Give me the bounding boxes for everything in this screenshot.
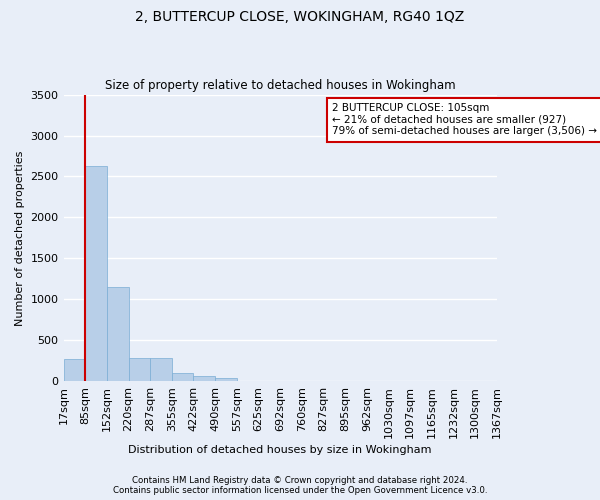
Y-axis label: Number of detached properties: Number of detached properties (15, 150, 25, 326)
Bar (64, 358, 85, 381)
Bar (215, 378, 237, 381)
Bar (193, 376, 215, 381)
Text: 2 BUTTERCUP CLOSE: 105sqm
← 21% of detached houses are smaller (927)
79% of semi: 2 BUTTERCUP CLOSE: 105sqm ← 21% of detac… (332, 103, 597, 136)
Bar (172, 374, 193, 381)
Bar (85, 166, 107, 381)
Text: 2, BUTTERCUP CLOSE, WOKINGHAM, RG40 1QZ: 2, BUTTERCUP CLOSE, WOKINGHAM, RG40 1QZ (136, 10, 464, 24)
Title: Size of property relative to detached houses in Wokingham: Size of property relative to detached ho… (105, 79, 455, 92)
X-axis label: Distribution of detached houses by size in Wokingham: Distribution of detached houses by size … (128, 445, 432, 455)
Bar (107, 287, 128, 381)
Bar (150, 358, 172, 381)
Text: Contains HM Land Registry data © Crown copyright and database right 2024.
Contai: Contains HM Land Registry data © Crown c… (113, 476, 487, 495)
Bar (128, 358, 150, 381)
